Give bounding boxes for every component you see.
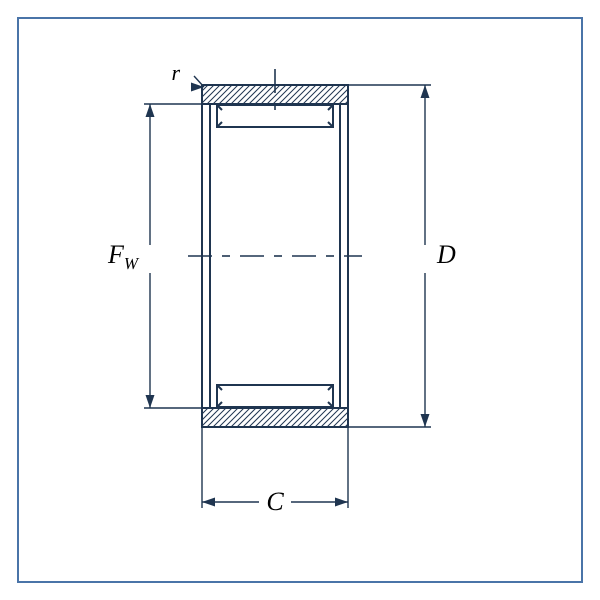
hatch-region <box>183 408 382 427</box>
bearing-cross-section-diagram: FW D Cr <box>0 0 600 600</box>
dimension-label-fw: FW <box>107 240 140 273</box>
dimension-label-r: r <box>171 60 180 85</box>
image-frame <box>18 18 582 582</box>
dimension-label-d: D <box>436 240 456 269</box>
hatch-region <box>183 85 382 104</box>
dimension-label-c: C <box>266 487 284 516</box>
roller <box>217 385 333 407</box>
